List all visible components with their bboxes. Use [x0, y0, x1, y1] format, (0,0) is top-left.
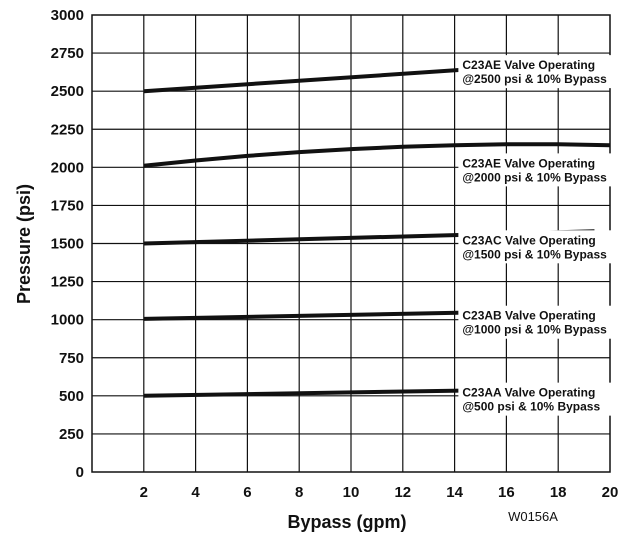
- y-tick-label: 250: [59, 426, 84, 443]
- y-tick-label: 1250: [51, 274, 84, 291]
- figure-id-label: W0156A: [508, 509, 558, 524]
- x-tick-label: 16: [498, 484, 515, 501]
- annotation-backing: [458, 382, 627, 416]
- series-annotations: C23AE Valve Operating@2500 psi & 10% Byp…: [458, 55, 627, 416]
- y-tick-label: 2500: [51, 83, 84, 100]
- y-tick-label: 750: [59, 350, 84, 367]
- x-axis-title: Bypass (gpm): [287, 512, 406, 532]
- x-tick-label: 2: [140, 484, 148, 501]
- annotation-backing: [458, 153, 627, 187]
- annotation-backing: [458, 305, 627, 339]
- x-tick-label: 8: [295, 484, 303, 501]
- series-annotation-line: @1500 psi & 10% Bypass: [462, 247, 607, 261]
- x-tick-label: 10: [343, 484, 360, 501]
- series-lines: [143, 57, 611, 398]
- y-tick-label: 2750: [51, 45, 84, 62]
- y-tick-label: 500: [59, 388, 84, 405]
- series-annotation-line: @1000 psi & 10% Bypass: [462, 323, 607, 337]
- annotation-backing: [458, 230, 627, 264]
- y-tick-label: 0: [76, 464, 84, 481]
- y-tick-label: 3000: [51, 7, 84, 24]
- series-line: [143, 142, 611, 168]
- series-annotation-line: C23AC Valve Operating: [462, 233, 595, 247]
- y-tick-label: 2000: [51, 159, 84, 176]
- x-tick-label: 6: [243, 484, 251, 501]
- series-annotation-line: C23AE Valve Operating: [462, 58, 595, 72]
- x-tick-label: 14: [446, 484, 463, 501]
- series-annotation-line: C23AA Valve Operating: [462, 386, 595, 400]
- x-tick-label: 18: [550, 484, 567, 501]
- y-axis-title: Pressure (psi): [14, 184, 34, 304]
- y-tick-label: 1000: [51, 312, 84, 329]
- series-annotation-line: @2500 psi & 10% Bypass: [462, 72, 607, 86]
- series-annotation-line: @500 psi & 10% Bypass: [462, 400, 600, 414]
- x-tick-label: 12: [394, 484, 411, 501]
- y-tick-label: 1750: [51, 197, 84, 214]
- tick-labels: 0 250 500 750 1000 1250 1500 1750 2000 2250 2500 27…: [51, 7, 619, 501]
- y-tick-label: 1500: [51, 236, 84, 253]
- x-tick-label: 4: [191, 484, 200, 501]
- x-tick-label: 20: [602, 484, 619, 501]
- series-annotation-line: C23AE Valve Operating: [462, 156, 595, 170]
- y-tick-label: 2250: [51, 121, 84, 138]
- series-annotation-line: @2000 psi & 10% Bypass: [462, 170, 607, 184]
- annotation-backing: [458, 55, 627, 89]
- series-annotation-line: C23AB Valve Operating: [462, 309, 595, 323]
